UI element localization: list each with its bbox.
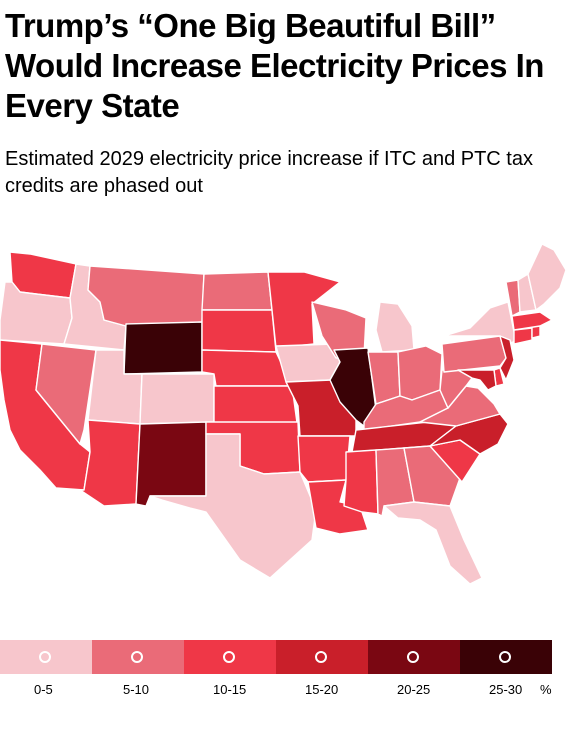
state-arkansas[interactable]: Arkansas xyxy=(297,435,351,483)
legend-marker-20-25 xyxy=(407,651,419,663)
legend-label-10-15: 10-15 xyxy=(213,682,247,697)
state-new-mexico[interactable]: New Mexico xyxy=(135,421,207,507)
state-pennsylvania[interactable]: Pennsylvania xyxy=(441,335,507,373)
state-maine[interactable]: Maine xyxy=(527,243,567,311)
state-north-dakota[interactable]: North Dakota xyxy=(201,271,273,311)
us-state-map: Washington Oregon California Idaho Nevad… xyxy=(0,243,567,585)
legend-marker-5-10 xyxy=(131,651,143,663)
legend-color-bar xyxy=(0,640,552,674)
state-maryland[interactable]: Maryland xyxy=(457,369,497,391)
state-massachusetts[interactable]: Massachusetts xyxy=(511,311,553,331)
state-connecticut[interactable]: Connecticut xyxy=(513,327,533,345)
legend-label-5-10: 5-10 xyxy=(123,682,150,697)
legend-label-25-30: 25-30 xyxy=(489,682,523,697)
legend-marker-10-15 xyxy=(223,651,235,663)
legend-label-15-20: 15-20 xyxy=(305,682,339,697)
state-minnesota[interactable]: Minnesota xyxy=(267,271,341,349)
state-arizona[interactable]: Arizona xyxy=(79,419,141,507)
state-louisiana[interactable]: Louisiana xyxy=(307,479,369,535)
state-wyoming[interactable]: Wyoming xyxy=(123,321,203,375)
legend-unit-label: % xyxy=(540,682,552,697)
legend-label-20-25: 20-25 xyxy=(397,682,431,697)
legend-marker-25-30 xyxy=(499,651,511,663)
state-colorado[interactable]: Colorado xyxy=(139,373,215,425)
legend-marker-15-20 xyxy=(315,651,327,663)
state-texas[interactable]: Texas xyxy=(149,433,317,579)
legend-label-0-5: 0-5 xyxy=(34,682,53,697)
state-new-york[interactable]: New York xyxy=(443,301,521,345)
state-florida[interactable]: Florida xyxy=(383,501,483,585)
state-nevada[interactable]: Nevada xyxy=(35,343,97,445)
state-michigan[interactable]: Michigan xyxy=(375,301,415,353)
state-mississippi[interactable]: Mississippi xyxy=(343,449,379,515)
legend: 0-5 5-10 10-15 15-20 20-25 25-30 % xyxy=(0,640,576,700)
chart-title: Trump’s “One Big Beautiful Bill” Would I… xyxy=(5,7,544,124)
chart-subtitle: Estimated 2029 electricity price increas… xyxy=(5,148,533,197)
state-south-dakota[interactable]: South Dakota xyxy=(201,309,277,353)
state-rhode-island[interactable]: Rhode Island xyxy=(531,325,541,339)
state-montana[interactable]: Montana xyxy=(87,265,205,327)
state-georgia[interactable]: Georgia xyxy=(403,445,461,507)
state-new-jersey[interactable]: New Jersey xyxy=(499,335,515,381)
legend-marker-0-5 xyxy=(39,651,51,663)
